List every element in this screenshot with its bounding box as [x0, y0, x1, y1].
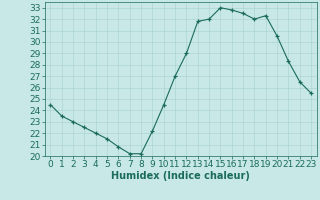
X-axis label: Humidex (Indice chaleur): Humidex (Indice chaleur) — [111, 171, 250, 181]
